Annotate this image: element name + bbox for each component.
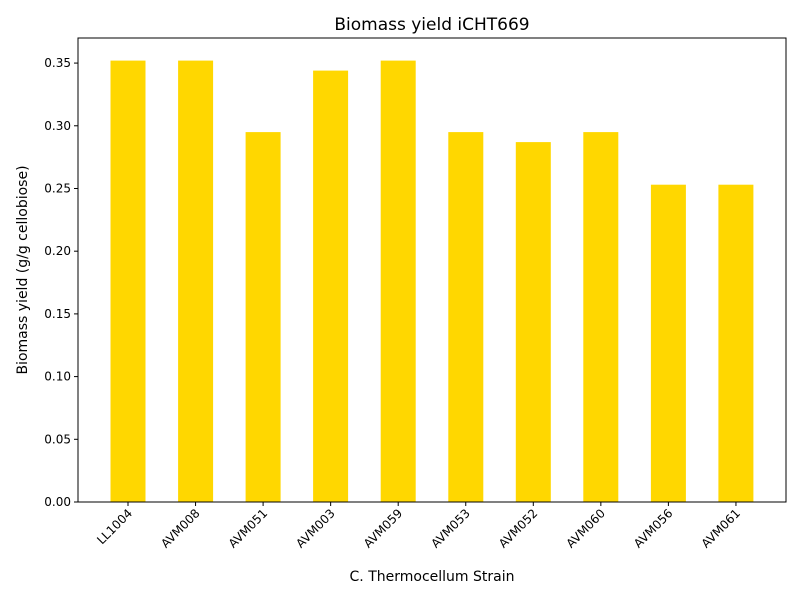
x-tick-label: AVM056 — [631, 506, 675, 550]
bar-avm008 — [178, 60, 214, 502]
y-tick-label: 0.10 — [44, 370, 71, 384]
x-tick-label: AVM008 — [158, 506, 202, 550]
bar-avm051 — [245, 132, 281, 502]
y-axis: 0.00 0.05 0.10 0.15 0.20 0.25 0.30 0.35 — [44, 56, 78, 509]
x-tick-label: AVM051 — [226, 506, 270, 550]
plot-frame — [77, 37, 787, 503]
x-tick-label: AVM061 — [699, 506, 743, 550]
y-tick-label: 0.25 — [44, 181, 71, 195]
y-tick-label: 0.05 — [44, 432, 71, 446]
y-tick-label: 0.30 — [44, 119, 71, 133]
x-tick-label: LL1004 — [94, 506, 135, 547]
y-tick-label: 0.20 — [44, 244, 71, 258]
x-tick-label: AVM052 — [496, 506, 540, 550]
y-tick-label: 0.15 — [44, 307, 71, 321]
bar-ll1004 — [110, 60, 146, 502]
y-tick-label: 0.35 — [44, 56, 71, 70]
bars-group — [110, 60, 754, 502]
y-axis-label: Biomass yield (g/g cellobiose) — [15, 165, 31, 374]
x-tick-label: AVM059 — [361, 506, 405, 550]
x-axis: LL1004 AVM008 AVM051 AVM003 AVM059 AVM053 AVM0… — [94, 502, 743, 551]
x-tick-label: AVM003 — [293, 506, 337, 550]
bar-avm061 — [718, 184, 754, 502]
bar-avm060 — [583, 132, 619, 502]
bar-avm003 — [313, 70, 349, 502]
bar-avm056 — [650, 184, 686, 502]
bar-avm052 — [515, 142, 551, 502]
chart-title: Biomass yield iCHT669 — [334, 15, 529, 35]
bar-avm059 — [380, 60, 416, 502]
x-tick-label: AVM060 — [563, 506, 607, 550]
y-tick-label: 0.00 — [44, 495, 71, 509]
x-tick-label: AVM053 — [428, 506, 472, 550]
x-axis-label: C. Thermocellum Strain — [350, 569, 515, 585]
bar-avm053 — [448, 132, 484, 502]
